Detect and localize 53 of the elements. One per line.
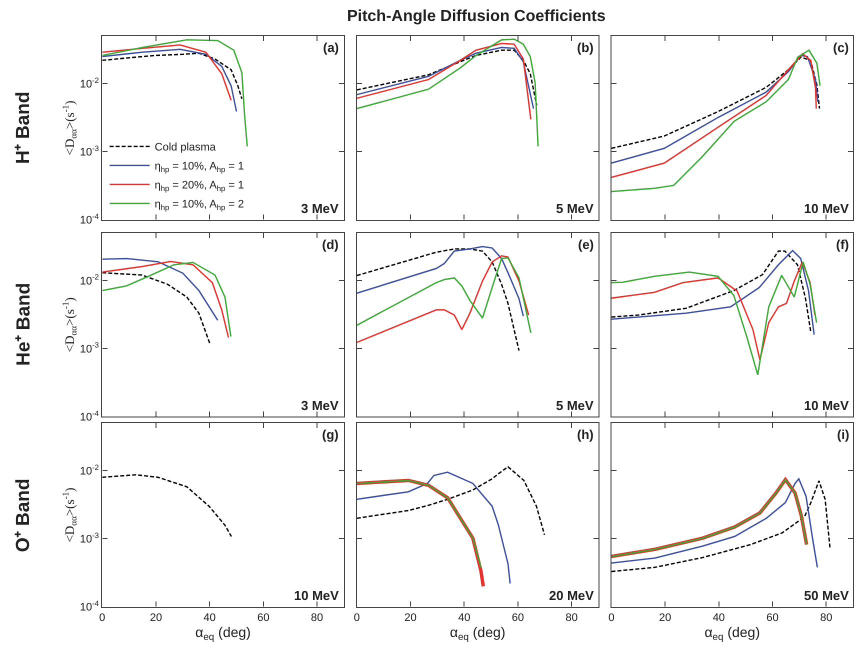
annotation: 10 MeV (804, 398, 850, 413)
x-tick-label: 20 (404, 612, 417, 624)
text: He⁺ Band (13, 282, 34, 366)
annotation: 10 MeV (294, 588, 340, 603)
annotation: 5 MeV (556, 201, 594, 216)
x-tick-label: 60 (257, 612, 270, 624)
annotation: 3 MeV (301, 201, 339, 216)
chart-title: Pitch-Angle Diffusion Coefficients (346, 8, 606, 26)
legend-label: η$_{hp}$ = 10%, A$_{hp}$ = 2 (154, 198, 244, 212)
x-tick-label: 80 (565, 612, 578, 624)
annotation: 50 MeV (804, 588, 850, 603)
x-axis-title: α$_{eq}$ (deg) (450, 624, 506, 644)
annotation: (b) (577, 40, 594, 55)
annotation: (c) (833, 40, 849, 55)
x-tick-label: 0 (99, 612, 106, 624)
annotation: (d) (322, 237, 339, 252)
x-tick-label: 60 (512, 612, 524, 624)
x-tick-label: 80 (820, 612, 832, 624)
annotation: 20 MeV (549, 588, 594, 603)
annotation: (f) (836, 237, 849, 252)
x-axis-title: α$_{eq}$ (deg) (195, 624, 251, 644)
annotation: 10 MeV (804, 201, 850, 216)
x-tick-label: 80 (310, 612, 324, 624)
annotation: (e) (578, 237, 594, 252)
y-tick-label: 10$^{-4}$ (80, 212, 100, 227)
x-tick-label: 40 (458, 612, 470, 624)
annotation: (h) (577, 427, 594, 442)
x-tick-label: 20 (150, 612, 162, 624)
annotation: (g) (322, 427, 339, 442)
x-axis-title: α$_{eq}$ (deg) (704, 624, 760, 644)
annotation: 5 MeV (556, 398, 594, 413)
legend-label: Cold plasma (154, 142, 217, 154)
text: O⁺ Band (13, 478, 34, 552)
y-tick-label: 10$^{-4}$ (80, 408, 100, 424)
x-tick-label: 0 (608, 612, 614, 624)
x-tick-label: 40 (204, 612, 216, 624)
legend-label: η$_{hp}$ = 20%, A$_{hp}$ = 1 (154, 180, 244, 194)
legend-label: η$_{hp}$ = 10%, A$_{hp}$ = 1 (154, 160, 244, 174)
x-tick-label: 60 (766, 612, 779, 624)
x-tick-label: 20 (658, 612, 672, 624)
y-tick-label: 10$^{-2}$ (80, 76, 99, 90)
y-tick-label: 10$^{-4}$ (80, 599, 100, 614)
x-tick-label: 0 (354, 612, 360, 624)
y-tick-label: 10$^{-2}$ (80, 462, 99, 478)
x-tick-label: 40 (712, 612, 725, 624)
y-tick-label: 10$^{-3}$ (80, 340, 99, 356)
annotation: 3 MeV (301, 398, 339, 413)
y-tick-label: 10$^{-3}$ (80, 144, 99, 159)
text: H⁺ Band (13, 92, 34, 164)
y-tick-label: 10$^{-2}$ (80, 272, 99, 288)
annotation: (a) (323, 40, 339, 55)
annotation: (i) (837, 427, 850, 442)
y-tick-label: 10$^{-3}$ (80, 530, 99, 546)
